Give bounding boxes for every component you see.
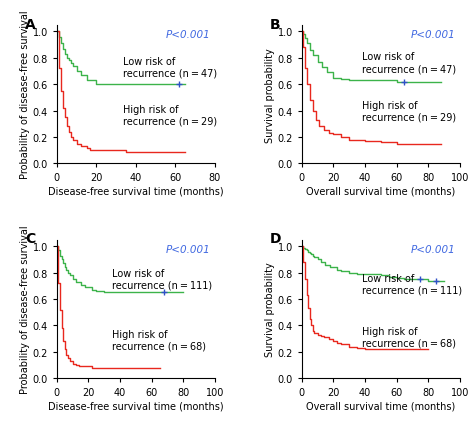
Y-axis label: Survival probability: Survival probability xyxy=(264,48,274,142)
X-axis label: Disease-free survival time (months): Disease-free survival time (months) xyxy=(48,186,224,196)
Y-axis label: Survival probability: Survival probability xyxy=(264,262,274,356)
Text: Low risk of
recurrence (n = 111): Low risk of recurrence (n = 111) xyxy=(362,273,462,295)
Text: P<0.001: P<0.001 xyxy=(410,244,455,254)
Text: P<0.001: P<0.001 xyxy=(410,30,455,40)
Text: High risk of
recurrence (n = 68): High risk of recurrence (n = 68) xyxy=(112,329,206,350)
Text: A: A xyxy=(25,18,36,31)
Text: High risk of
recurrence (n = 29): High risk of recurrence (n = 29) xyxy=(123,105,218,126)
Y-axis label: Probability of disease-free survival: Probability of disease-free survival xyxy=(20,11,30,179)
Text: C: C xyxy=(25,232,36,246)
Text: High risk of
recurrence (n = 29): High risk of recurrence (n = 29) xyxy=(362,101,456,122)
Text: Low risk of
recurrence (n = 47): Low risk of recurrence (n = 47) xyxy=(123,56,218,78)
Text: Low risk of
recurrence (n = 47): Low risk of recurrence (n = 47) xyxy=(362,52,456,74)
Text: B: B xyxy=(270,18,281,31)
Text: P<0.001: P<0.001 xyxy=(165,30,210,40)
Text: High risk of
recurrence (n = 68): High risk of recurrence (n = 68) xyxy=(362,326,456,348)
Y-axis label: Probability of disease-free survival: Probability of disease-free survival xyxy=(20,225,30,393)
X-axis label: Overall survival time (months): Overall survival time (months) xyxy=(306,400,456,410)
Text: P<0.001: P<0.001 xyxy=(165,244,210,254)
Text: Low risk of
recurrence (n = 111): Low risk of recurrence (n = 111) xyxy=(112,268,212,290)
X-axis label: Disease-free survival time (months): Disease-free survival time (months) xyxy=(48,400,224,410)
Text: D: D xyxy=(270,232,282,246)
X-axis label: Overall survival time (months): Overall survival time (months) xyxy=(306,186,456,196)
